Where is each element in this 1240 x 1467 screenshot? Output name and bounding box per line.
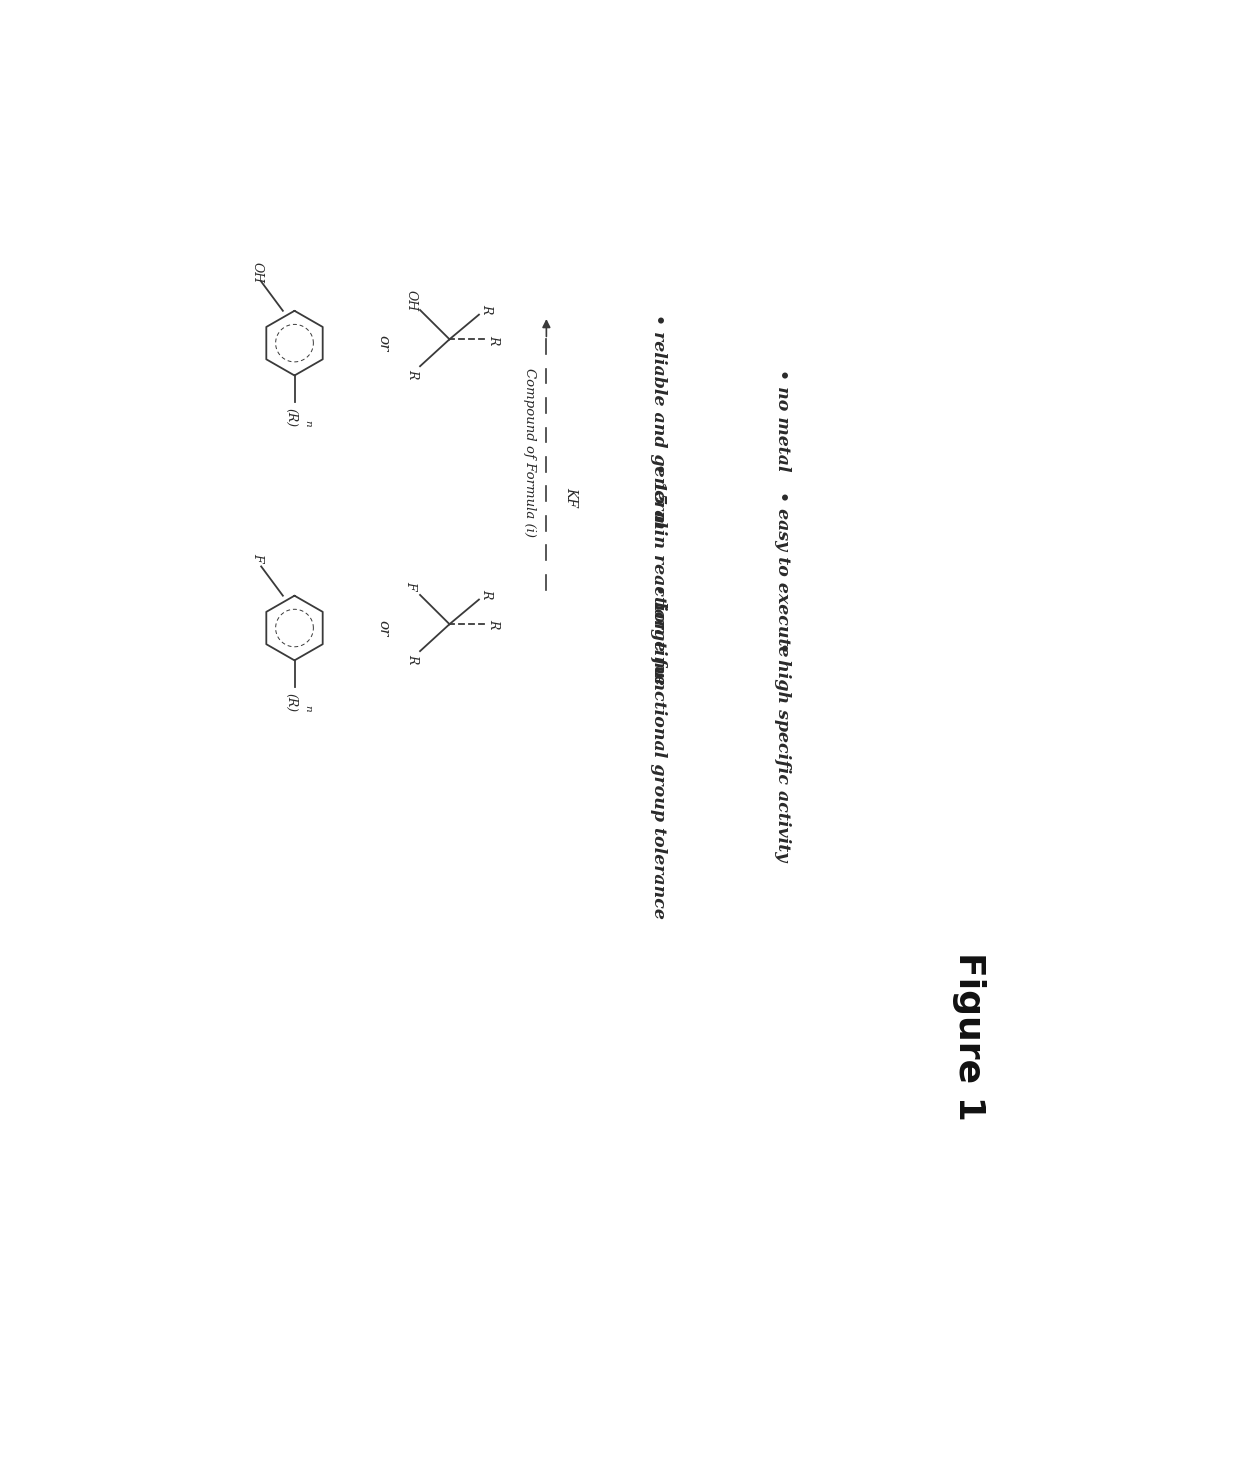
Text: OH: OH — [404, 290, 417, 311]
Text: Figure 1: Figure 1 — [952, 952, 986, 1121]
Text: OH: OH — [250, 261, 264, 283]
Text: or: or — [377, 621, 391, 637]
Text: R: R — [480, 304, 494, 312]
Text: • high specific activity: • high specific activity — [774, 641, 791, 861]
Text: R: R — [405, 370, 419, 378]
Text: (R): (R) — [284, 408, 298, 427]
Text: • easy to execute: • easy to execute — [774, 491, 791, 657]
Text: Compound of Formula (i): Compound of Formula (i) — [523, 368, 536, 537]
Text: R: R — [480, 588, 494, 599]
Text: • 15 min reaction time: • 15 min reaction time — [650, 464, 667, 685]
Text: R: R — [405, 654, 419, 663]
Text: (R): (R) — [284, 692, 298, 713]
Text: • reliable and general: • reliable and general — [650, 314, 667, 527]
Text: n: n — [303, 704, 312, 711]
Text: • no metal: • no metal — [774, 368, 791, 471]
Text: F: F — [404, 581, 417, 590]
Text: R: R — [487, 334, 500, 343]
Text: KF: KF — [564, 487, 578, 508]
Text: n: n — [303, 420, 312, 427]
Text: or: or — [377, 334, 391, 351]
Text: R: R — [487, 619, 500, 629]
Text: F: F — [250, 553, 264, 562]
Text: • large functional group tolerance: • large functional group tolerance — [650, 584, 667, 918]
